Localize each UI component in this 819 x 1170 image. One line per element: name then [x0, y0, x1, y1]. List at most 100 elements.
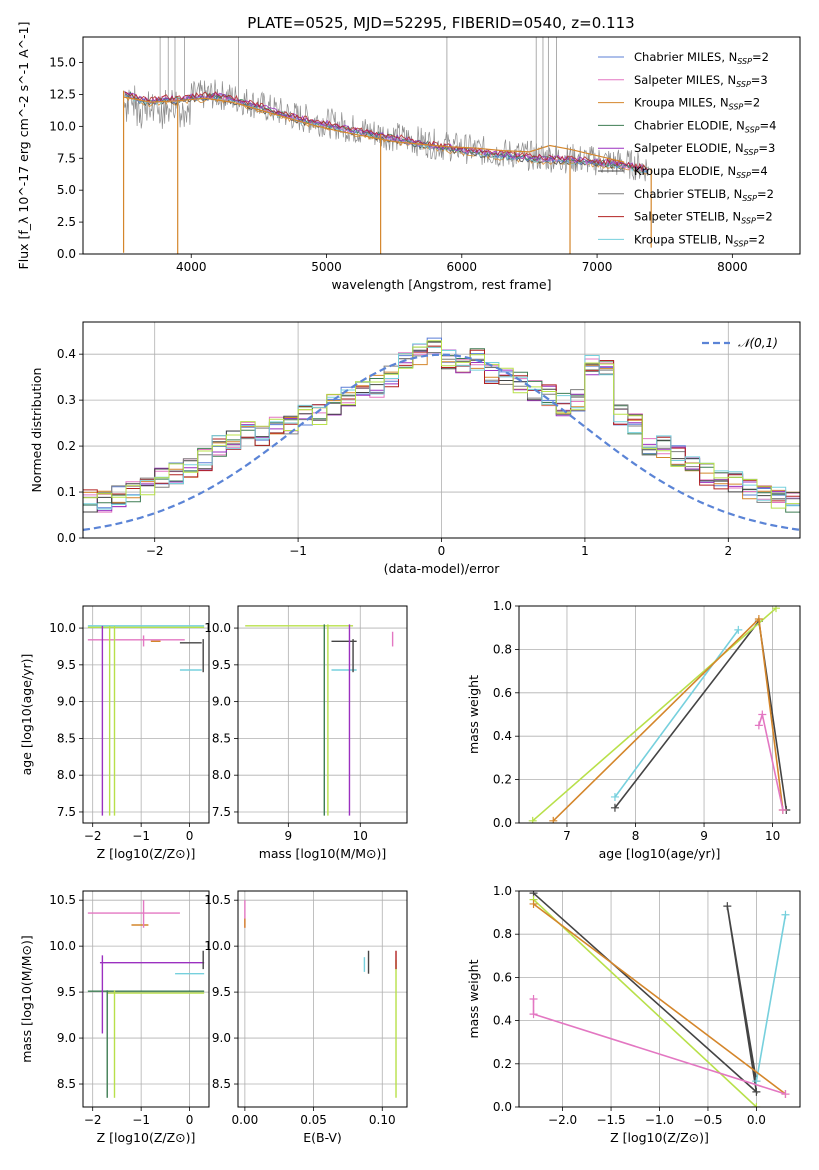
mass_vs_Z-ytick-label: 9.5 — [57, 985, 76, 999]
residuals-ytick-label: 0.2 — [57, 439, 76, 453]
spectrum-legend-label: Kroupa MILES, NSSP=2 — [634, 96, 760, 112]
mass_vs_ebv-ytick-label: 9.5 — [212, 985, 231, 999]
weight_vs_age-point-marker — [758, 710, 767, 719]
weight_vs_age-ytick-label: 0.2 — [493, 773, 512, 787]
weight_vs_age-point-marker — [754, 721, 763, 730]
mass_vs_ebv-xtick-label: 0.05 — [300, 1113, 327, 1127]
weight_vs_Z-xtick-label: −2.0 — [548, 1113, 577, 1127]
residuals-frame — [82, 321, 801, 539]
residuals-xtick-label: −1 — [289, 544, 307, 558]
spectrum-plot-area — [122, 37, 652, 254]
spectrum-legend-label: Salpeter STELIB, NSSP=2 — [634, 210, 773, 226]
mass_vs_Z-ytick-label: 10.5 — [49, 893, 76, 907]
spectrum-ytick-label: 12.5 — [49, 87, 76, 101]
weight_vs_age-xtick-label: 10 — [765, 829, 780, 843]
spectrum-xlabel: wavelength [Angstrom, rest frame] — [331, 277, 551, 292]
weight_vs_Z-series-line — [532, 899, 757, 1107]
weight_vs_age-panel: 7 8 9 10 0.0 0.2 0.4 0.6 0.8 1.0 age [log10(age/yr… — [466, 599, 801, 861]
age_vs_Z-ytick-label: 9.5 — [57, 658, 76, 672]
weight_vs_age-point-marker — [778, 805, 787, 814]
weight_vs_Z-point-marker — [723, 902, 732, 911]
mass_vs_ebv-frame — [237, 890, 408, 1108]
weight_vs_age-ytick-label: 0.8 — [493, 642, 512, 656]
weight_vs_age-point-marker — [772, 606, 781, 613]
spectrum-xtick-label: 7000 — [582, 260, 613, 274]
age_vs_mass-ytick-label: 9.0 — [212, 695, 231, 709]
weight_vs_Z-ytick-label: 0.2 — [493, 1057, 512, 1071]
spectrum-xtick-label: 8000 — [717, 260, 748, 274]
mass_vs_ebv-ytick-label: 8.5 — [212, 1077, 231, 1091]
age_vs_Z-ylabel: age [log10(age/yr)] — [19, 654, 34, 776]
weight_vs_age-xlabel: age [log10(age/yr)] — [599, 846, 721, 861]
weight_vs_age-xtick-label: 7 — [563, 829, 571, 843]
spectrum-legend-label: Chabrier STELIB, NSSP=2 — [634, 187, 774, 203]
age_vs_Z-panel: −2 −1 0 7.5 8.0 8.5 9.0 9.5 10.0 Z [log10(Z/Z⊙)] a… — [19, 605, 210, 861]
weight_vs_Z-ytick-label: 0.6 — [493, 970, 512, 984]
spectrum-legend-label: Kroupa STELIB, NSSP=2 — [634, 232, 765, 248]
residuals-ylabel: Normed distribution — [29, 368, 44, 493]
spectrum-legend-label: Kroupa ELODIE, NSSP=4 — [634, 164, 768, 180]
residuals-ytick-label: 0.0 — [57, 531, 76, 545]
residuals-xtick-label: 2 — [724, 544, 732, 558]
mass_vs_ebv-panel: 0.00 0.05 0.10 8.5 9.0 9.5 10.0 10.5 E(B-V) — [204, 890, 408, 1145]
normal-curve — [83, 353, 800, 531]
age_vs_mass-ytick-label: 10.0 — [204, 621, 231, 635]
mass_vs_ebv-xtick-label: 0.00 — [232, 1113, 259, 1127]
weight_vs_Z-point-marker — [529, 899, 538, 908]
spectrum-frame — [82, 36, 801, 255]
weight_vs_Z-point-marker — [529, 995, 538, 1003]
mass_vs_Z-panel: −2 −1 0 8.5 9.0 9.5 10.0 10.5 Z [log10(Z/Z⊙)] mas… — [19, 890, 210, 1145]
spectrum-ytick-label: 7.5 — [57, 151, 76, 165]
spectrum-series-line — [123, 79, 649, 182]
mass_vs_Z-xtick-label: −1 — [132, 1113, 150, 1127]
spectrum-series-line — [124, 90, 648, 171]
weight_vs_Z-series-line — [755, 914, 787, 1082]
weight_vs_Z-ylabel: mass weight — [466, 959, 481, 1038]
age_vs_Z-ytick-label: 10.0 — [49, 621, 76, 635]
mass_vs_ebv-ytick-label: 10.0 — [204, 939, 231, 953]
spectrum-legend-label: Chabrier ELODIE, NSSP=4 — [634, 118, 776, 134]
mass_vs_ebv-xtick-label: 0.10 — [369, 1113, 396, 1127]
residuals-ytick-label: 0.1 — [57, 485, 76, 499]
weight_vs_age-ytick-label: 0.0 — [493, 816, 512, 830]
weight_vs_Z-ytick-label: 0.8 — [493, 927, 512, 941]
age_vs_Z-ytick-label: 8.5 — [57, 731, 76, 745]
residuals-xtick-label: −2 — [146, 544, 164, 558]
age_vs_mass-ytick-label: 9.5 — [212, 658, 231, 672]
residuals-ytick-label: 0.3 — [57, 393, 76, 407]
age_vs_mass-frame — [237, 605, 408, 824]
weight_vs_age-ytick-label: 0.6 — [493, 686, 512, 700]
mass_vs_Z-ytick-label: 8.5 — [57, 1077, 76, 1091]
mass_vs_Z-xtick-label: 0 — [186, 1113, 194, 1127]
age_vs_mass-ytick-label: 7.5 — [212, 805, 231, 819]
age_vs_mass-xtick-label: 9 — [285, 829, 293, 843]
mass_vs_Z-ytick-label: 9.0 — [57, 1031, 76, 1045]
mass_vs_Z-plot-area — [87, 900, 205, 1098]
weight_vs_Z-xlabel: Z [log10(Z/Z⊙)] — [610, 1130, 709, 1145]
age_vs_mass-xtick-label: 10 — [353, 829, 368, 843]
mass_vs_Z-ytick-label: 10.0 — [49, 939, 76, 953]
residuals-xlabel: (data-model)/error — [384, 561, 501, 576]
age_vs_Z-ytick-label: 8.0 — [57, 768, 76, 782]
spectrum-ylabel: Flux [f_λ 10^-17 erg cm^-2 s^-1 A^-1] — [16, 22, 31, 270]
mass_vs_ebv-ytick-label: 10.5 — [204, 893, 231, 907]
mass_vs_Z-ylabel: mass [log10(M/M⊙)] — [19, 935, 34, 1063]
weight_vs_age-point-marker — [754, 615, 763, 624]
weight_vs_Z-ytick-label: 0.4 — [493, 1014, 512, 1028]
weight_vs_age-series-line — [614, 629, 739, 798]
weight_vs_Z-point-marker — [752, 1103, 761, 1107]
weight_vs_Z-series-line — [533, 903, 786, 1095]
spectrum-legend-label: Chabrier MILES, NSSP=2 — [634, 50, 769, 66]
weight_vs_Z-series-line — [532, 892, 758, 1094]
spectrum-ytick-label: 15.0 — [49, 56, 76, 70]
weight_vs_Z-xtick-label: −1.5 — [596, 1113, 625, 1127]
age_vs_Z-frame — [82, 605, 210, 824]
weight_vs_Z-point-marker — [781, 1090, 790, 1099]
spectrum-xtick-label: 6000 — [447, 260, 478, 274]
weight_vs_Z-xtick-label: −1.0 — [645, 1113, 674, 1127]
weight_vs_Z-panel: −2.0 −1.5 −1.0 −0.5 0.0 0.0 0.2 0.4 0.6 0.8 1.0 Z [… — [466, 884, 801, 1145]
spectrum-ytick-label: 2.5 — [57, 215, 76, 229]
mass_vs_Z-xtick-label: −2 — [84, 1113, 102, 1127]
weight_vs_age-ylabel: mass weight — [466, 675, 481, 754]
mass_vs_Z-frame — [82, 890, 210, 1108]
